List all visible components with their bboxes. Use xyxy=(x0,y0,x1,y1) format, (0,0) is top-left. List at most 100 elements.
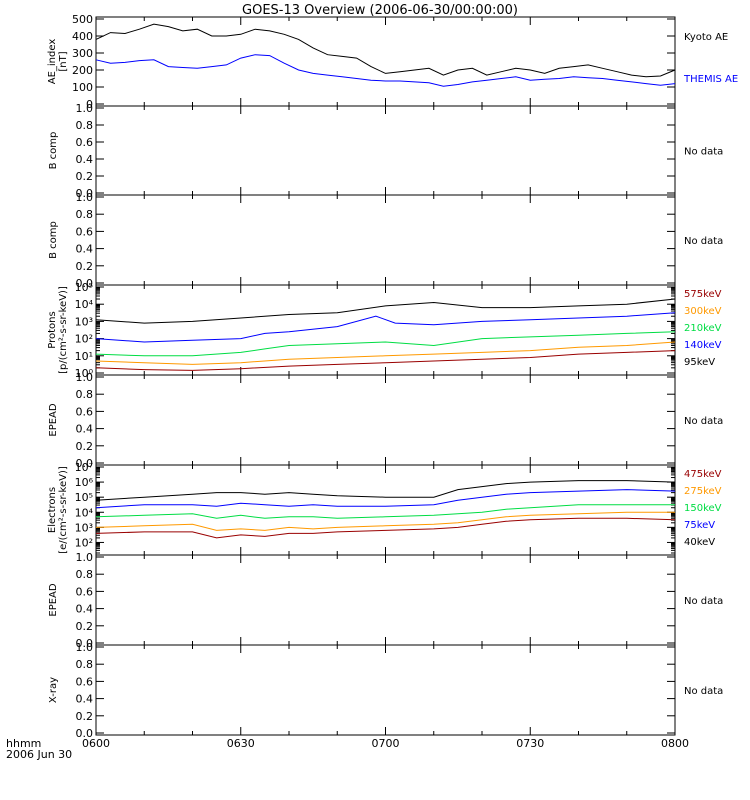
series-line-150kev xyxy=(95,504,675,519)
legend-150kev: 150keV xyxy=(684,503,722,514)
y-tick-label: 0.4 xyxy=(76,153,94,166)
y-tick-label: 0.0 xyxy=(76,187,94,200)
y-tick-label: 10⁵ xyxy=(75,281,93,294)
y-tick-label: 400 xyxy=(72,30,93,43)
y-tick-label: 0.8 xyxy=(76,658,94,671)
legend-themis-ae: THEMIS AE xyxy=(683,74,738,85)
footer-time-label: hhmm xyxy=(6,737,41,750)
legend-kyoto-ae: Kyoto AE xyxy=(684,32,728,43)
no-data-label: No data xyxy=(684,686,723,697)
y-tick-label: 1.0 xyxy=(76,371,94,384)
legend-575kev: 575keV xyxy=(684,289,722,300)
y-tick-label: 0 xyxy=(86,98,93,111)
panel-frame xyxy=(95,16,676,107)
y-axis-label: AE_index xyxy=(47,39,58,85)
panel-8: 0.0 0.2 0.4 0.6 0.8 1.0 X-ray No data xyxy=(48,641,723,740)
y-axis-label: B comp xyxy=(48,221,59,259)
y-tick-label: 0.4 xyxy=(76,423,94,436)
no-data-label: No data xyxy=(684,596,723,607)
y-tick-label: 10³ xyxy=(75,315,93,328)
y-tick-label: 0.6 xyxy=(76,136,94,149)
y-axis-label: Electrons xyxy=(47,487,58,533)
y-tick-label: 0.6 xyxy=(76,675,94,688)
series-line-95kev xyxy=(95,298,676,324)
y-tick-label: 0.6 xyxy=(76,585,94,598)
x-tick-label: 0600 xyxy=(82,737,110,750)
series-line-210kev xyxy=(95,331,676,357)
panel-frame xyxy=(95,374,676,466)
series-line-475kev xyxy=(95,517,676,539)
legend-300kev: 300keV xyxy=(684,306,722,317)
no-data-label: No data xyxy=(684,416,723,427)
y-axis-label: [e/(cm²-s-sr-keV)] xyxy=(58,466,69,554)
y-tick-label: 0.6 xyxy=(76,405,94,418)
panel-3: 0.0 0.2 0.4 0.6 0.8 1.0 B comp No data xyxy=(48,191,723,290)
legend-140kev: 140keV xyxy=(684,340,722,351)
x-tick-label: 0630 xyxy=(227,737,255,750)
y-tick-label: 1.0 xyxy=(76,191,94,204)
y-tick-label: 10⁰ xyxy=(75,367,94,380)
series-line-40kev xyxy=(95,480,676,501)
y-tick-label: 1.0 xyxy=(76,641,94,654)
panel-4: 10⁰ 10¹ 10² 10³ 10⁴ 10⁵ Protons [p/(cm²-s-sr-ke… xyxy=(47,281,722,380)
y-tick-label: 0.0 xyxy=(76,457,94,470)
y-tick-label: 0.8 xyxy=(76,568,94,581)
legend-95kev: 95keV xyxy=(684,357,715,368)
panel-2: 0.0 0.2 0.4 0.6 0.8 1.0 B comp No data xyxy=(48,102,723,200)
y-tick-label: 0.4 xyxy=(76,243,94,256)
y-tick-label: 10² xyxy=(75,333,93,346)
y-tick-label: 0.4 xyxy=(76,603,94,616)
y-axis-label: EPEAD xyxy=(48,403,59,437)
series-line-575kev xyxy=(95,350,676,371)
panel-frame xyxy=(95,194,676,286)
panel-1: 0 100 200 300 400 500 AE_index [nT] Kyoto AE THEM… xyxy=(47,13,738,111)
y-tick-label: 1.0 xyxy=(76,551,94,564)
x-tick-label: 0700 xyxy=(372,737,400,750)
y-tick-label: 0.8 xyxy=(76,388,94,401)
panel-stack: 0 100 200 300 400 500 AE_index [nT] Kyoto AE THEM… xyxy=(47,13,738,750)
panel-5: 0.0 0.2 0.4 0.6 0.8 1.0 EPEAD No data xyxy=(48,371,723,470)
series-line-themis-ae xyxy=(95,54,676,87)
no-data-label: No data xyxy=(684,147,723,158)
y-tick-label: 10² xyxy=(75,536,93,549)
series-line-140kev xyxy=(95,312,676,343)
no-data-label: No data xyxy=(684,236,723,247)
series-line-75kev xyxy=(95,489,676,509)
panel-7: 0.0 0.2 0.4 0.6 0.8 1.0 EPEAD No data xyxy=(48,551,723,650)
y-tick-label: 200 xyxy=(72,64,93,77)
y-tick-label: 10¹ xyxy=(75,350,93,363)
y-tick-label: 300 xyxy=(72,47,93,60)
y-tick-label: 0.2 xyxy=(76,440,94,453)
panel-frame xyxy=(95,284,676,376)
y-tick-label: 100 xyxy=(72,81,93,94)
legend-275kev: 275keV xyxy=(684,486,722,497)
x-tick-label: 0730 xyxy=(516,737,544,750)
y-tick-label: 10⁴ xyxy=(75,298,94,311)
legend-40kev: 40keV xyxy=(684,537,715,548)
panel-frame xyxy=(95,554,676,646)
y-tick-label: 10³ xyxy=(75,521,93,534)
y-axis-label: B comp xyxy=(48,132,59,170)
legend-210kev: 210keV xyxy=(684,323,722,334)
y-tick-label: 10⁴ xyxy=(75,506,94,519)
y-tick-label: 0.2 xyxy=(76,260,94,273)
panel-frame xyxy=(95,644,676,736)
y-tick-label: 0.4 xyxy=(76,693,94,706)
y-tick-label: 10⁵ xyxy=(75,491,93,504)
y-tick-label: 0.2 xyxy=(76,710,94,723)
y-axis-label: [p/(cm²-s-sr-keV)] xyxy=(58,286,69,374)
y-tick-label: 0.2 xyxy=(76,170,94,183)
panel-frame xyxy=(95,464,676,556)
series-line-300kev xyxy=(95,341,676,365)
y-tick-label: 0.8 xyxy=(76,208,94,221)
legend-475kev: 475keV xyxy=(684,469,722,480)
series-line-kyoto-ae xyxy=(95,23,676,78)
y-tick-label: 0.0 xyxy=(76,637,94,650)
y-tick-label: 0.0 xyxy=(76,277,94,290)
y-axis-label: [nT] xyxy=(58,51,69,71)
panel-6: 10² 10³ 10⁴ 10⁵ 10⁶ 10⁷ Electrons [e/(cm²-s-sr-… xyxy=(47,461,722,556)
y-axis-label: Protons xyxy=(47,311,58,348)
y-tick-label: 0.0 xyxy=(76,727,94,740)
series-line-275kev xyxy=(95,511,675,531)
